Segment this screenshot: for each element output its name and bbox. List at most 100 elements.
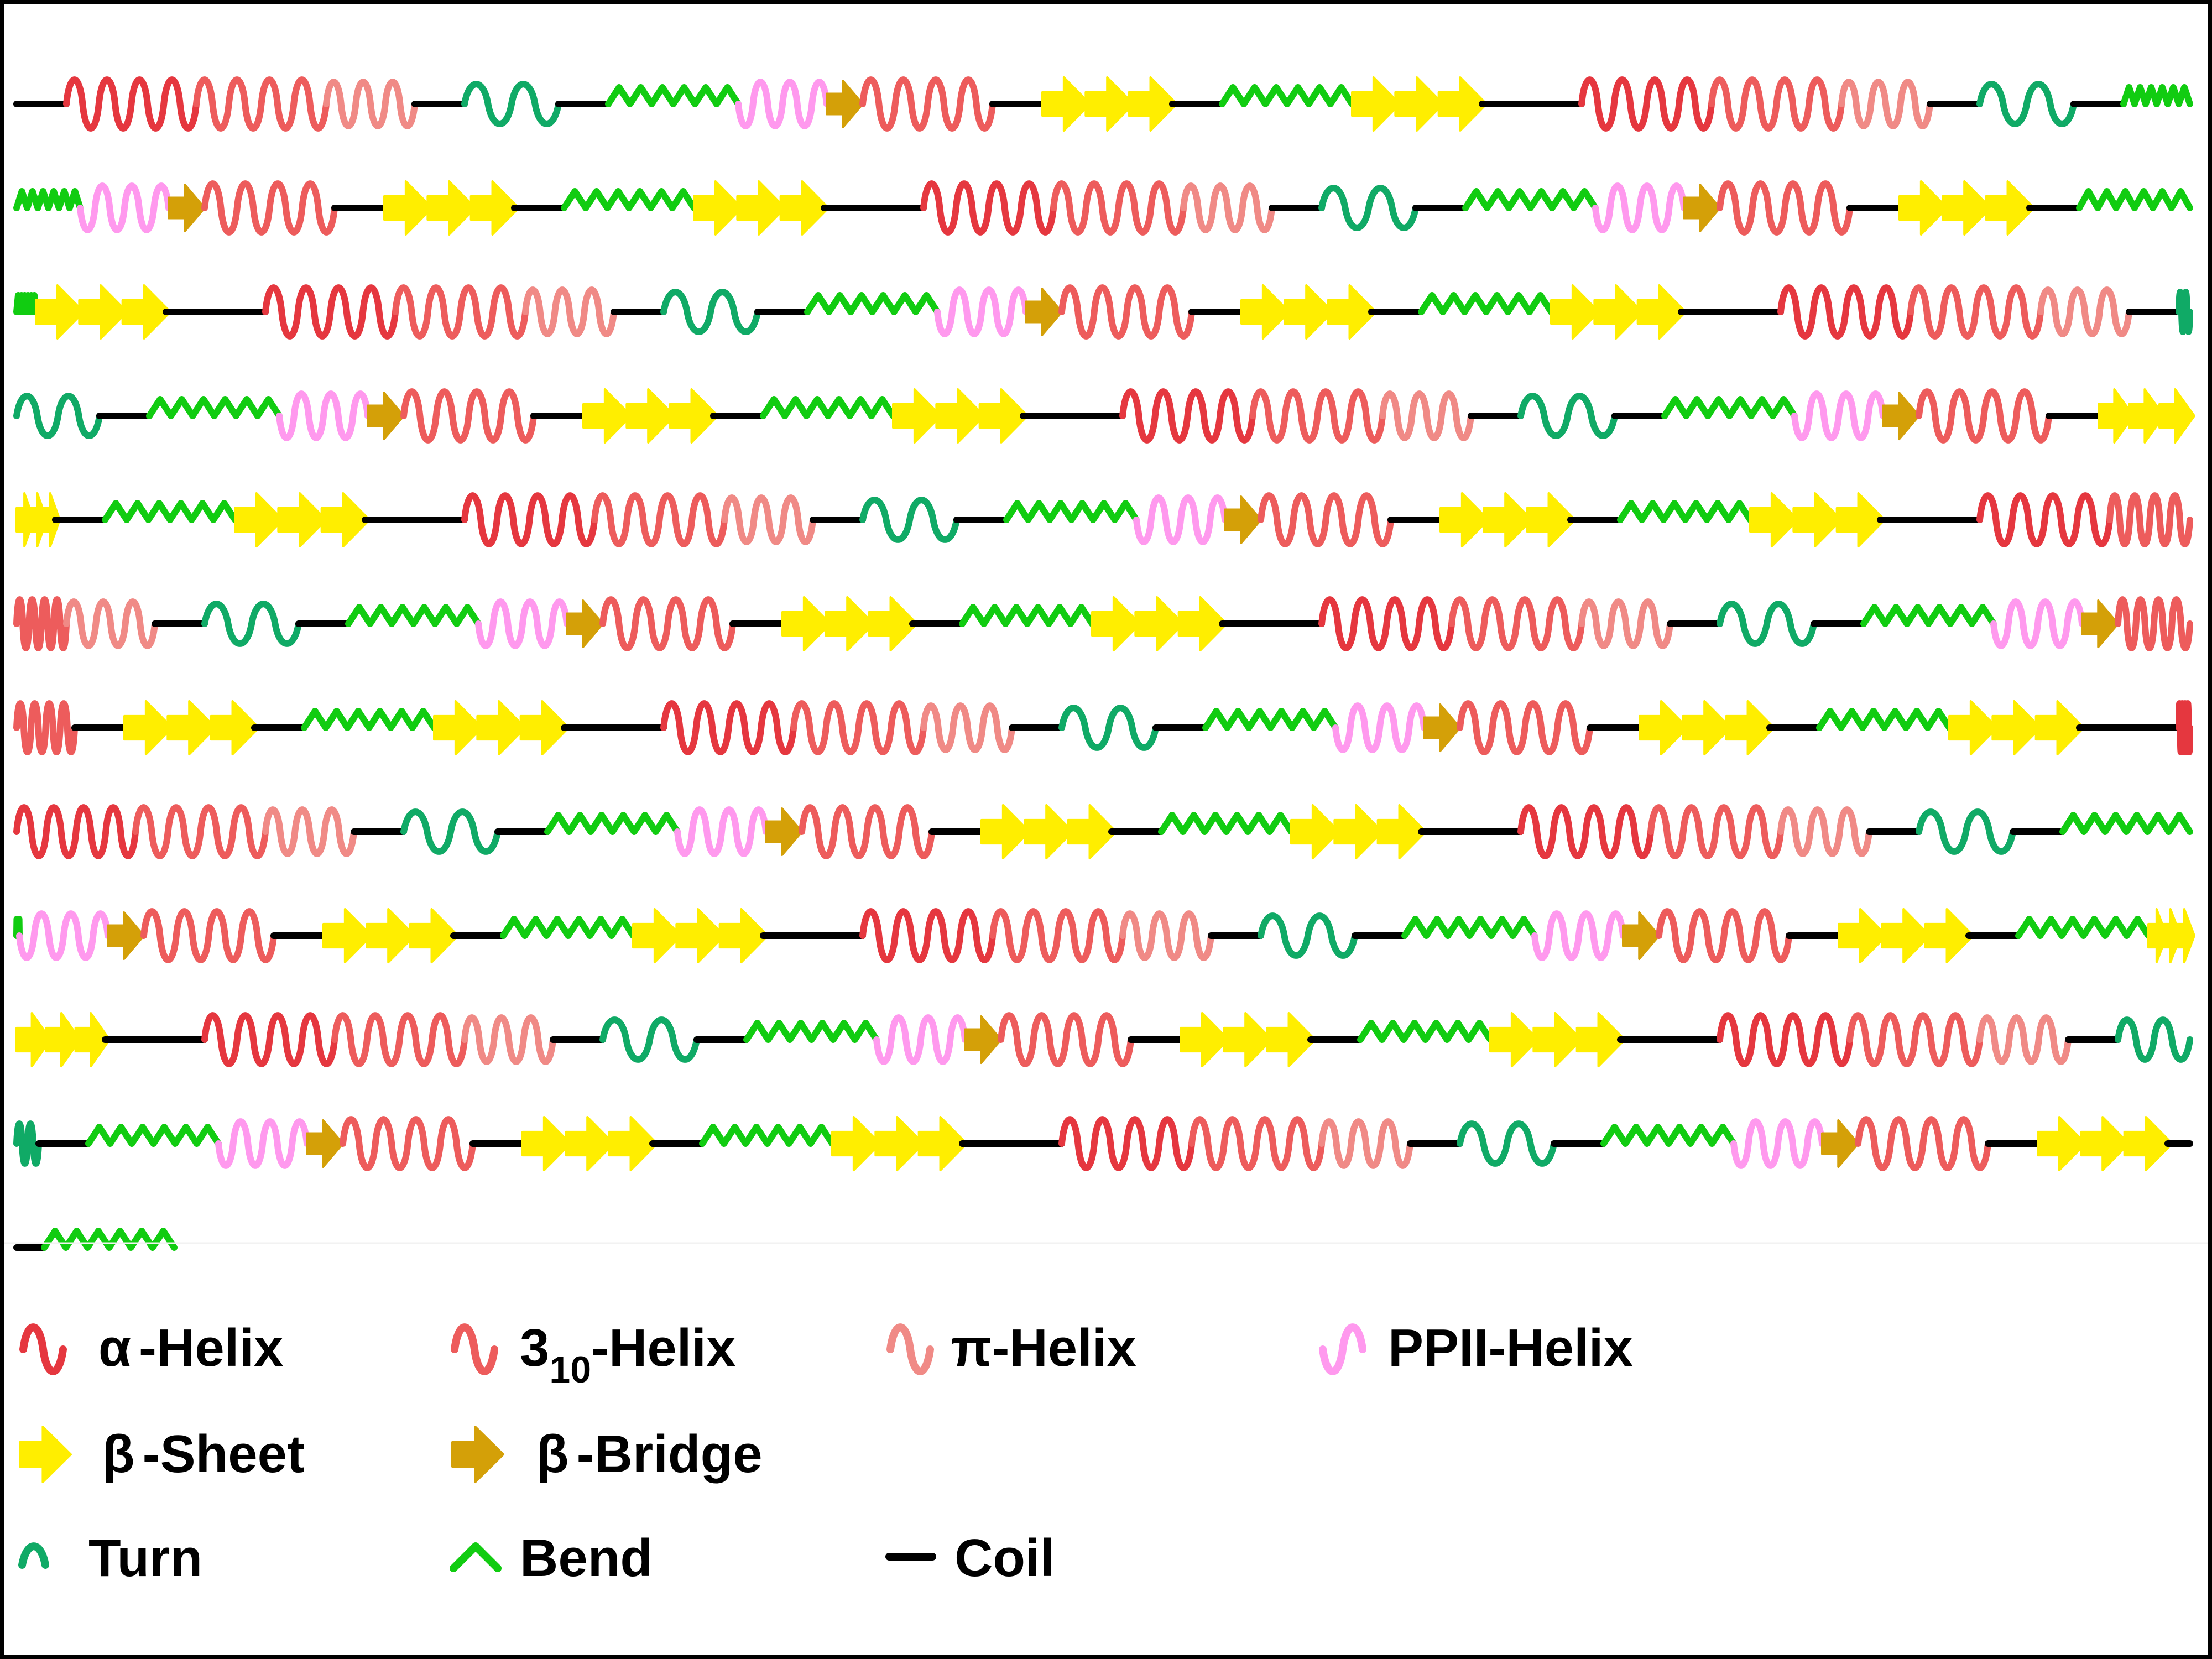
bend-segment (1860, 604, 1997, 627)
turn-segment (2176, 289, 2193, 335)
svg-text:β-Bridge: β -Bridge (536, 1425, 763, 1484)
bend-label: Bend (520, 1528, 653, 1588)
alpha-helix-segment (461, 492, 598, 547)
alpha-helix-segment (1777, 284, 1914, 340)
sheet-segment (1639, 700, 1775, 755)
310-helix-segment (193, 76, 330, 132)
bridge-segment (964, 1015, 1002, 1064)
ppii-helix-label: PPII-Helix (1388, 1318, 1633, 1378)
bend-segment (301, 708, 437, 731)
sheet-segment (1180, 1012, 1316, 1067)
310-helix-segment (13, 700, 78, 755)
pi-helix-segment (920, 702, 1015, 753)
ppii-helix-segment (215, 1118, 310, 1169)
track-row (13, 1116, 2193, 1171)
bend-segment (345, 604, 482, 627)
legend-item-310-helix: 310-Helix (451, 1318, 735, 1391)
pi-helix-segment (323, 79, 418, 129)
310-helix-segment (2115, 596, 2193, 651)
310-helix-segment (989, 908, 1126, 963)
sheet-segment (1041, 76, 1178, 132)
track-row (13, 908, 2195, 963)
turn-segment (2115, 1016, 2193, 1063)
beta-symbol: β (102, 1425, 135, 1484)
legend-item-turn: Turn (18, 1528, 202, 1588)
bridge-segment (566, 599, 604, 648)
310-helix-segment (998, 1012, 1134, 1067)
legend-item-ppii-helix: PPII-Helix (1319, 1318, 1633, 1378)
ppii-helix-segment (475, 598, 570, 649)
ppii-helix-segment (77, 182, 172, 233)
sheet-segment (521, 1116, 658, 1171)
alpha-helix-segment (1058, 1116, 1195, 1171)
sheet-segment (980, 804, 1117, 859)
pi-helix-icon (886, 1323, 934, 1375)
310-helix-segment (1058, 284, 1195, 340)
310-helix-segment (1907, 284, 2044, 340)
alpha-helix-segment (2176, 700, 2193, 755)
coil-label: Coil (954, 1528, 1055, 1588)
bridge-segment (306, 1119, 344, 1168)
310-helix-segment (1846, 1012, 1983, 1067)
bridge-label: -Bridge (577, 1425, 763, 1484)
sheet-segment (123, 700, 260, 755)
sheet-segment (35, 284, 171, 340)
pi-helix-segment (721, 494, 816, 545)
bend-segment (1661, 396, 1798, 419)
sheet-segment (1948, 700, 2085, 755)
legend-item-pi-helix: π-Helix (886, 1318, 1136, 1378)
alpha-helix-segment (201, 1012, 338, 1067)
ppii-helix-segment (1990, 598, 2085, 649)
310-helix-segment (1647, 804, 1784, 859)
ppii-helix-segment (1332, 702, 1427, 753)
310-helix-segment (1249, 388, 1386, 444)
sheet-segment (831, 1116, 968, 1171)
bend-segment (2015, 916, 2152, 939)
bridge-segment (1882, 392, 1920, 440)
ppii-helix-segment (1592, 182, 1687, 233)
track-row (13, 1228, 178, 1251)
ppii-helix-icon (1319, 1323, 1366, 1375)
legend-item-sheet: β -Sheet (19, 1425, 305, 1484)
ppii-helix-segment (735, 79, 830, 129)
310-helix-segment (140, 908, 277, 963)
bend-segment (1617, 500, 1754, 523)
bend-segment (1158, 812, 1295, 835)
310-helix-segment (1656, 908, 1792, 963)
sheet-segment (15, 1012, 111, 1067)
ppii-helix-segment (934, 286, 1029, 337)
310-helix-segment (1457, 700, 1593, 755)
bend-segment (1401, 916, 1538, 939)
sheet-segment (1838, 908, 1974, 963)
alpha-helix-segment (1119, 388, 1256, 444)
turn-segment (1976, 81, 2077, 127)
turn-segment (201, 601, 302, 647)
bend-segment (1357, 1020, 1494, 1043)
bridge-segment (107, 911, 145, 960)
pi-helix-segment (1119, 910, 1214, 961)
sheet-segment (1351, 76, 1488, 132)
turn-segment (1916, 808, 2016, 855)
bridge-segment (765, 807, 803, 856)
sheet-segment (1439, 492, 1576, 547)
turn-segment (1058, 705, 1159, 751)
turn-label: Turn (88, 1528, 202, 1588)
alpha-helix-segment (1717, 1012, 1853, 1067)
alpha-symbol: α (98, 1318, 131, 1378)
310-helix-segment (132, 804, 269, 859)
bend-segment (1219, 84, 1355, 107)
turn-segment (1258, 912, 1358, 959)
bend-segment (605, 84, 742, 107)
pi-helix-segment (1180, 182, 1275, 233)
ppii-helix-segment (1791, 390, 1886, 441)
alpha-helix-segment (13, 804, 139, 859)
sheet-segment (2147, 908, 2195, 963)
sheet-segment (1898, 180, 2035, 236)
bend-segment (500, 916, 637, 939)
turn-segment (599, 1016, 700, 1063)
310-helix-segment (340, 1116, 476, 1171)
310-helix-subscript: 10 (549, 1349, 591, 1391)
track-row (13, 180, 2193, 236)
sheet-arrow-icon (19, 1426, 72, 1483)
